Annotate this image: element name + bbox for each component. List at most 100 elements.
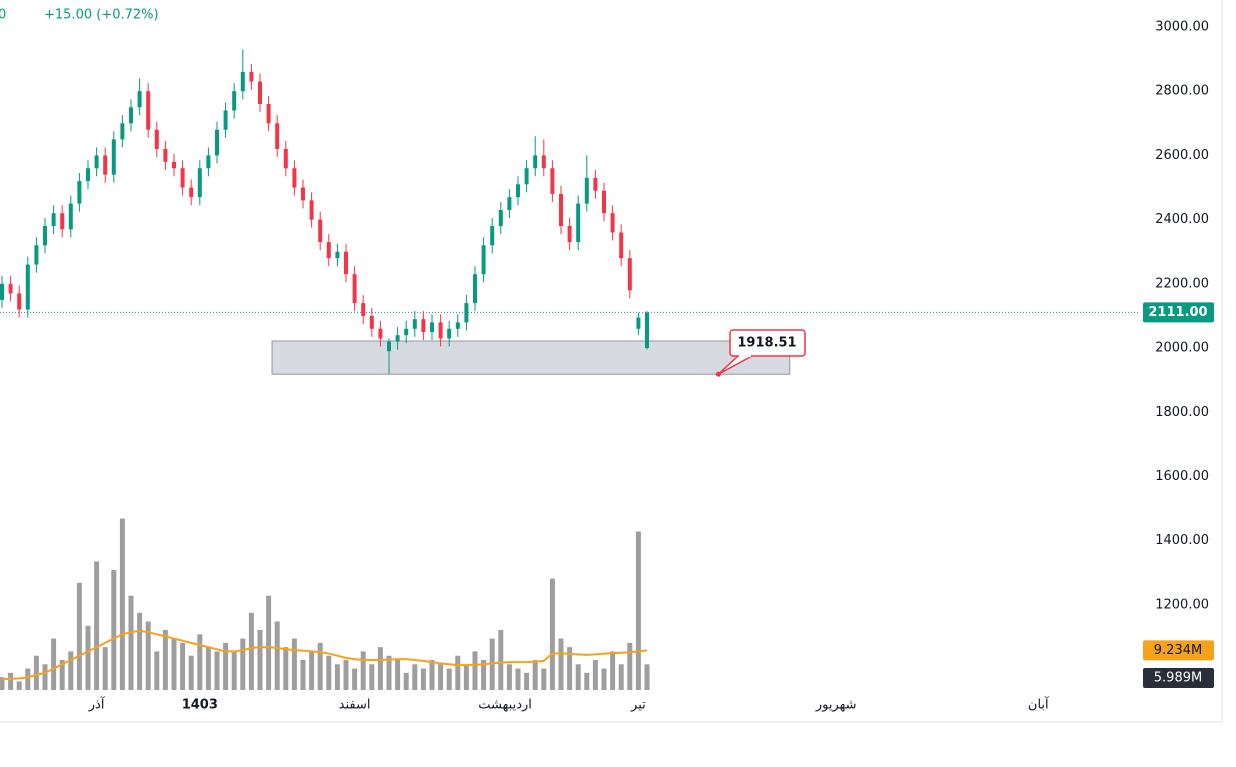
candle-body bbox=[292, 168, 297, 188]
x-tick-label: آذر bbox=[88, 696, 106, 713]
candle-body bbox=[636, 317, 641, 329]
candle-body bbox=[498, 209, 503, 227]
candle-body bbox=[206, 155, 211, 169]
volume-bar bbox=[154, 651, 160, 690]
candle-body bbox=[240, 71, 245, 92]
volume-bar bbox=[412, 664, 418, 690]
volume-bar bbox=[42, 664, 48, 690]
callout-label: 1918.51 bbox=[737, 336, 796, 351]
volume-bar bbox=[76, 582, 82, 690]
volume-bar bbox=[102, 647, 108, 690]
callout-box bbox=[729, 329, 806, 357]
candle-body bbox=[0, 283, 4, 300]
candle-body bbox=[301, 187, 305, 201]
callout-point bbox=[715, 371, 721, 377]
volume-bar bbox=[94, 561, 100, 690]
candle-body bbox=[455, 322, 460, 329]
volume-bar bbox=[644, 664, 650, 690]
volume-bar bbox=[472, 651, 478, 690]
volume-bar bbox=[309, 651, 315, 690]
candle-body bbox=[516, 184, 520, 198]
candle-body bbox=[86, 168, 90, 182]
y-tick-label: 1800.00 bbox=[1155, 405, 1209, 420]
candle-body bbox=[77, 181, 82, 204]
candle-body bbox=[60, 213, 65, 230]
volume-bar bbox=[68, 651, 74, 690]
volume-bar bbox=[498, 630, 504, 690]
candle-body bbox=[576, 203, 581, 243]
candle-body bbox=[593, 177, 598, 191]
candle-body bbox=[481, 245, 486, 275]
volume-bar bbox=[429, 660, 435, 690]
change-prefix: 0 bbox=[0, 8, 6, 23]
volume-bar bbox=[180, 642, 186, 690]
candle-body bbox=[266, 104, 271, 124]
candle-body bbox=[361, 303, 366, 316]
volume-ma-badge: 9.234M bbox=[1154, 643, 1202, 658]
last-price-badge: 2111.00 bbox=[1148, 305, 1207, 320]
volume-bar bbox=[51, 638, 57, 690]
volume-bar bbox=[300, 660, 306, 690]
candle-body bbox=[309, 200, 314, 220]
candle-body bbox=[619, 232, 624, 259]
volume-bar bbox=[420, 668, 426, 690]
candle-body bbox=[103, 155, 108, 175]
volume-bar bbox=[111, 570, 117, 690]
volume-bar bbox=[128, 595, 134, 690]
candle-body bbox=[490, 226, 495, 246]
candle-body bbox=[197, 168, 202, 198]
candle-body bbox=[602, 190, 606, 214]
volume-bar bbox=[592, 660, 598, 690]
volume-bar bbox=[541, 668, 547, 690]
volume-bar bbox=[438, 664, 444, 690]
price-zone bbox=[271, 340, 791, 375]
candle-body bbox=[421, 319, 426, 332]
volume-bar bbox=[214, 651, 220, 690]
volume-bar bbox=[119, 518, 125, 690]
volume-bar bbox=[33, 655, 39, 690]
volume-bar bbox=[610, 651, 616, 690]
change-label: +15.00 (+0.72%) bbox=[44, 8, 159, 23]
candle-body bbox=[430, 322, 434, 332]
candle-body bbox=[154, 129, 159, 149]
volume-bar bbox=[549, 578, 555, 690]
candle-body bbox=[559, 193, 563, 227]
volume-bar bbox=[386, 655, 392, 690]
volume-bar bbox=[326, 655, 332, 690]
candle-body bbox=[318, 219, 323, 243]
candle-body bbox=[223, 110, 228, 130]
candle-body bbox=[180, 168, 185, 188]
volume-bar bbox=[8, 672, 14, 690]
x-tick-label: تیر bbox=[630, 698, 646, 713]
volume-bar bbox=[197, 634, 203, 690]
candle-body bbox=[137, 91, 142, 108]
volume-bar bbox=[575, 664, 581, 690]
y-tick-label: 2600.00 bbox=[1155, 148, 1209, 163]
volume-bar bbox=[0, 677, 5, 690]
volume-ma-line bbox=[1, 629, 648, 681]
x-tick-label: آبان bbox=[1028, 696, 1050, 713]
candle-body bbox=[275, 123, 280, 149]
volume-bar bbox=[16, 681, 22, 690]
volume-badge-bg bbox=[1143, 668, 1214, 688]
y-tick-label: 2000.00 bbox=[1155, 341, 1209, 356]
candle-body bbox=[43, 226, 47, 246]
candle-body bbox=[344, 251, 348, 275]
volume-bar bbox=[248, 612, 254, 690]
candle-body bbox=[232, 91, 237, 111]
volume-bar bbox=[162, 630, 168, 690]
volume-bar bbox=[618, 664, 624, 690]
volume-bar bbox=[481, 660, 487, 690]
y-tick-label: 3000.00 bbox=[1155, 19, 1209, 34]
candle-body bbox=[94, 155, 99, 169]
volume-bar bbox=[266, 595, 272, 690]
volume-bar bbox=[601, 668, 607, 690]
candle-body bbox=[645, 312, 649, 349]
volume-bar bbox=[240, 638, 246, 690]
y-tick-label: 2800.00 bbox=[1155, 84, 1209, 99]
volume-bar bbox=[395, 660, 401, 690]
candle-body bbox=[352, 274, 357, 304]
volume-bar bbox=[205, 647, 211, 690]
candle-body bbox=[438, 322, 443, 339]
candle-body bbox=[404, 328, 409, 336]
